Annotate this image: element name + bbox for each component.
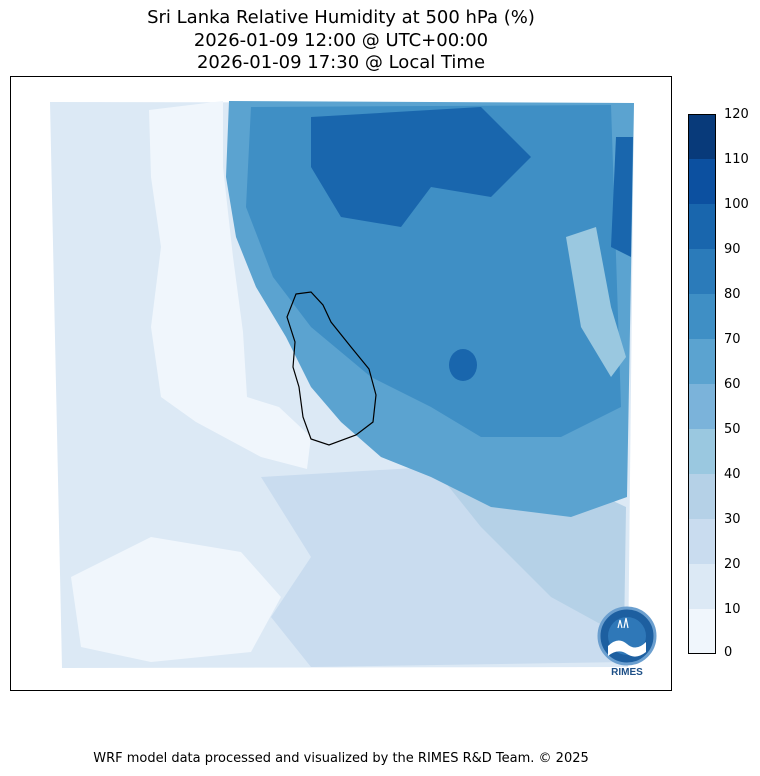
utc-time: 2026-01-09 12:00 @ UTC+00:00 — [193, 30, 489, 51]
colorbar-segment — [688, 159, 716, 204]
high-core-east — [611, 137, 633, 257]
cb-tick-100: 100 — [724, 197, 749, 212]
rimes-logo: RIMES — [597, 606, 657, 678]
colorbar-segment — [688, 429, 716, 474]
colorbar — [688, 114, 716, 654]
colorbar-segment — [688, 519, 716, 564]
cb-tick-0: 0 — [724, 645, 733, 660]
cb-tick-90: 90 — [724, 242, 741, 257]
colorbar-segment — [688, 204, 716, 249]
colorbar-segment — [688, 609, 716, 654]
cb-tick-10: 10 — [724, 602, 741, 617]
colorbar-segment — [688, 294, 716, 339]
humidity-map — [50, 101, 634, 668]
colorbar-segment — [688, 249, 716, 294]
colorbar-segment — [688, 114, 716, 159]
colorbar-segment — [688, 564, 716, 609]
chart-title: Sri Lanka Relative Humidity at 500 hPa (… — [147, 7, 535, 28]
sri-lanka-outline — [286, 291, 377, 446]
svg-text:RIMES: RIMES — [611, 667, 643, 678]
core-spot — [449, 349, 477, 381]
dry-band — [149, 101, 311, 469]
footer-credit: WRF model data processed and visualized … — [93, 751, 589, 766]
colorbar-segment — [688, 474, 716, 519]
high-core-north — [311, 107, 531, 227]
cb-tick-60: 60 — [724, 377, 741, 392]
cb-tick-70: 70 — [724, 332, 741, 347]
cb-tick-110: 110 — [724, 152, 749, 167]
map-frame — [10, 76, 672, 691]
cb-tick-20: 20 — [724, 557, 741, 572]
cb-tick-50: 50 — [724, 422, 741, 437]
colorbar-segment — [688, 339, 716, 384]
cb-tick-120: 120 — [724, 107, 749, 122]
colorbar-segment — [688, 384, 716, 429]
colorbar-border — [688, 114, 716, 654]
cb-tick-40: 40 — [724, 467, 741, 482]
dry-streak-east — [566, 227, 626, 377]
dry-patch-south — [71, 537, 281, 662]
cb-tick-30: 30 — [724, 512, 741, 527]
local-time: 2026-01-09 17:30 @ Local Time — [196, 52, 486, 73]
cb-tick-80: 80 — [724, 287, 741, 302]
